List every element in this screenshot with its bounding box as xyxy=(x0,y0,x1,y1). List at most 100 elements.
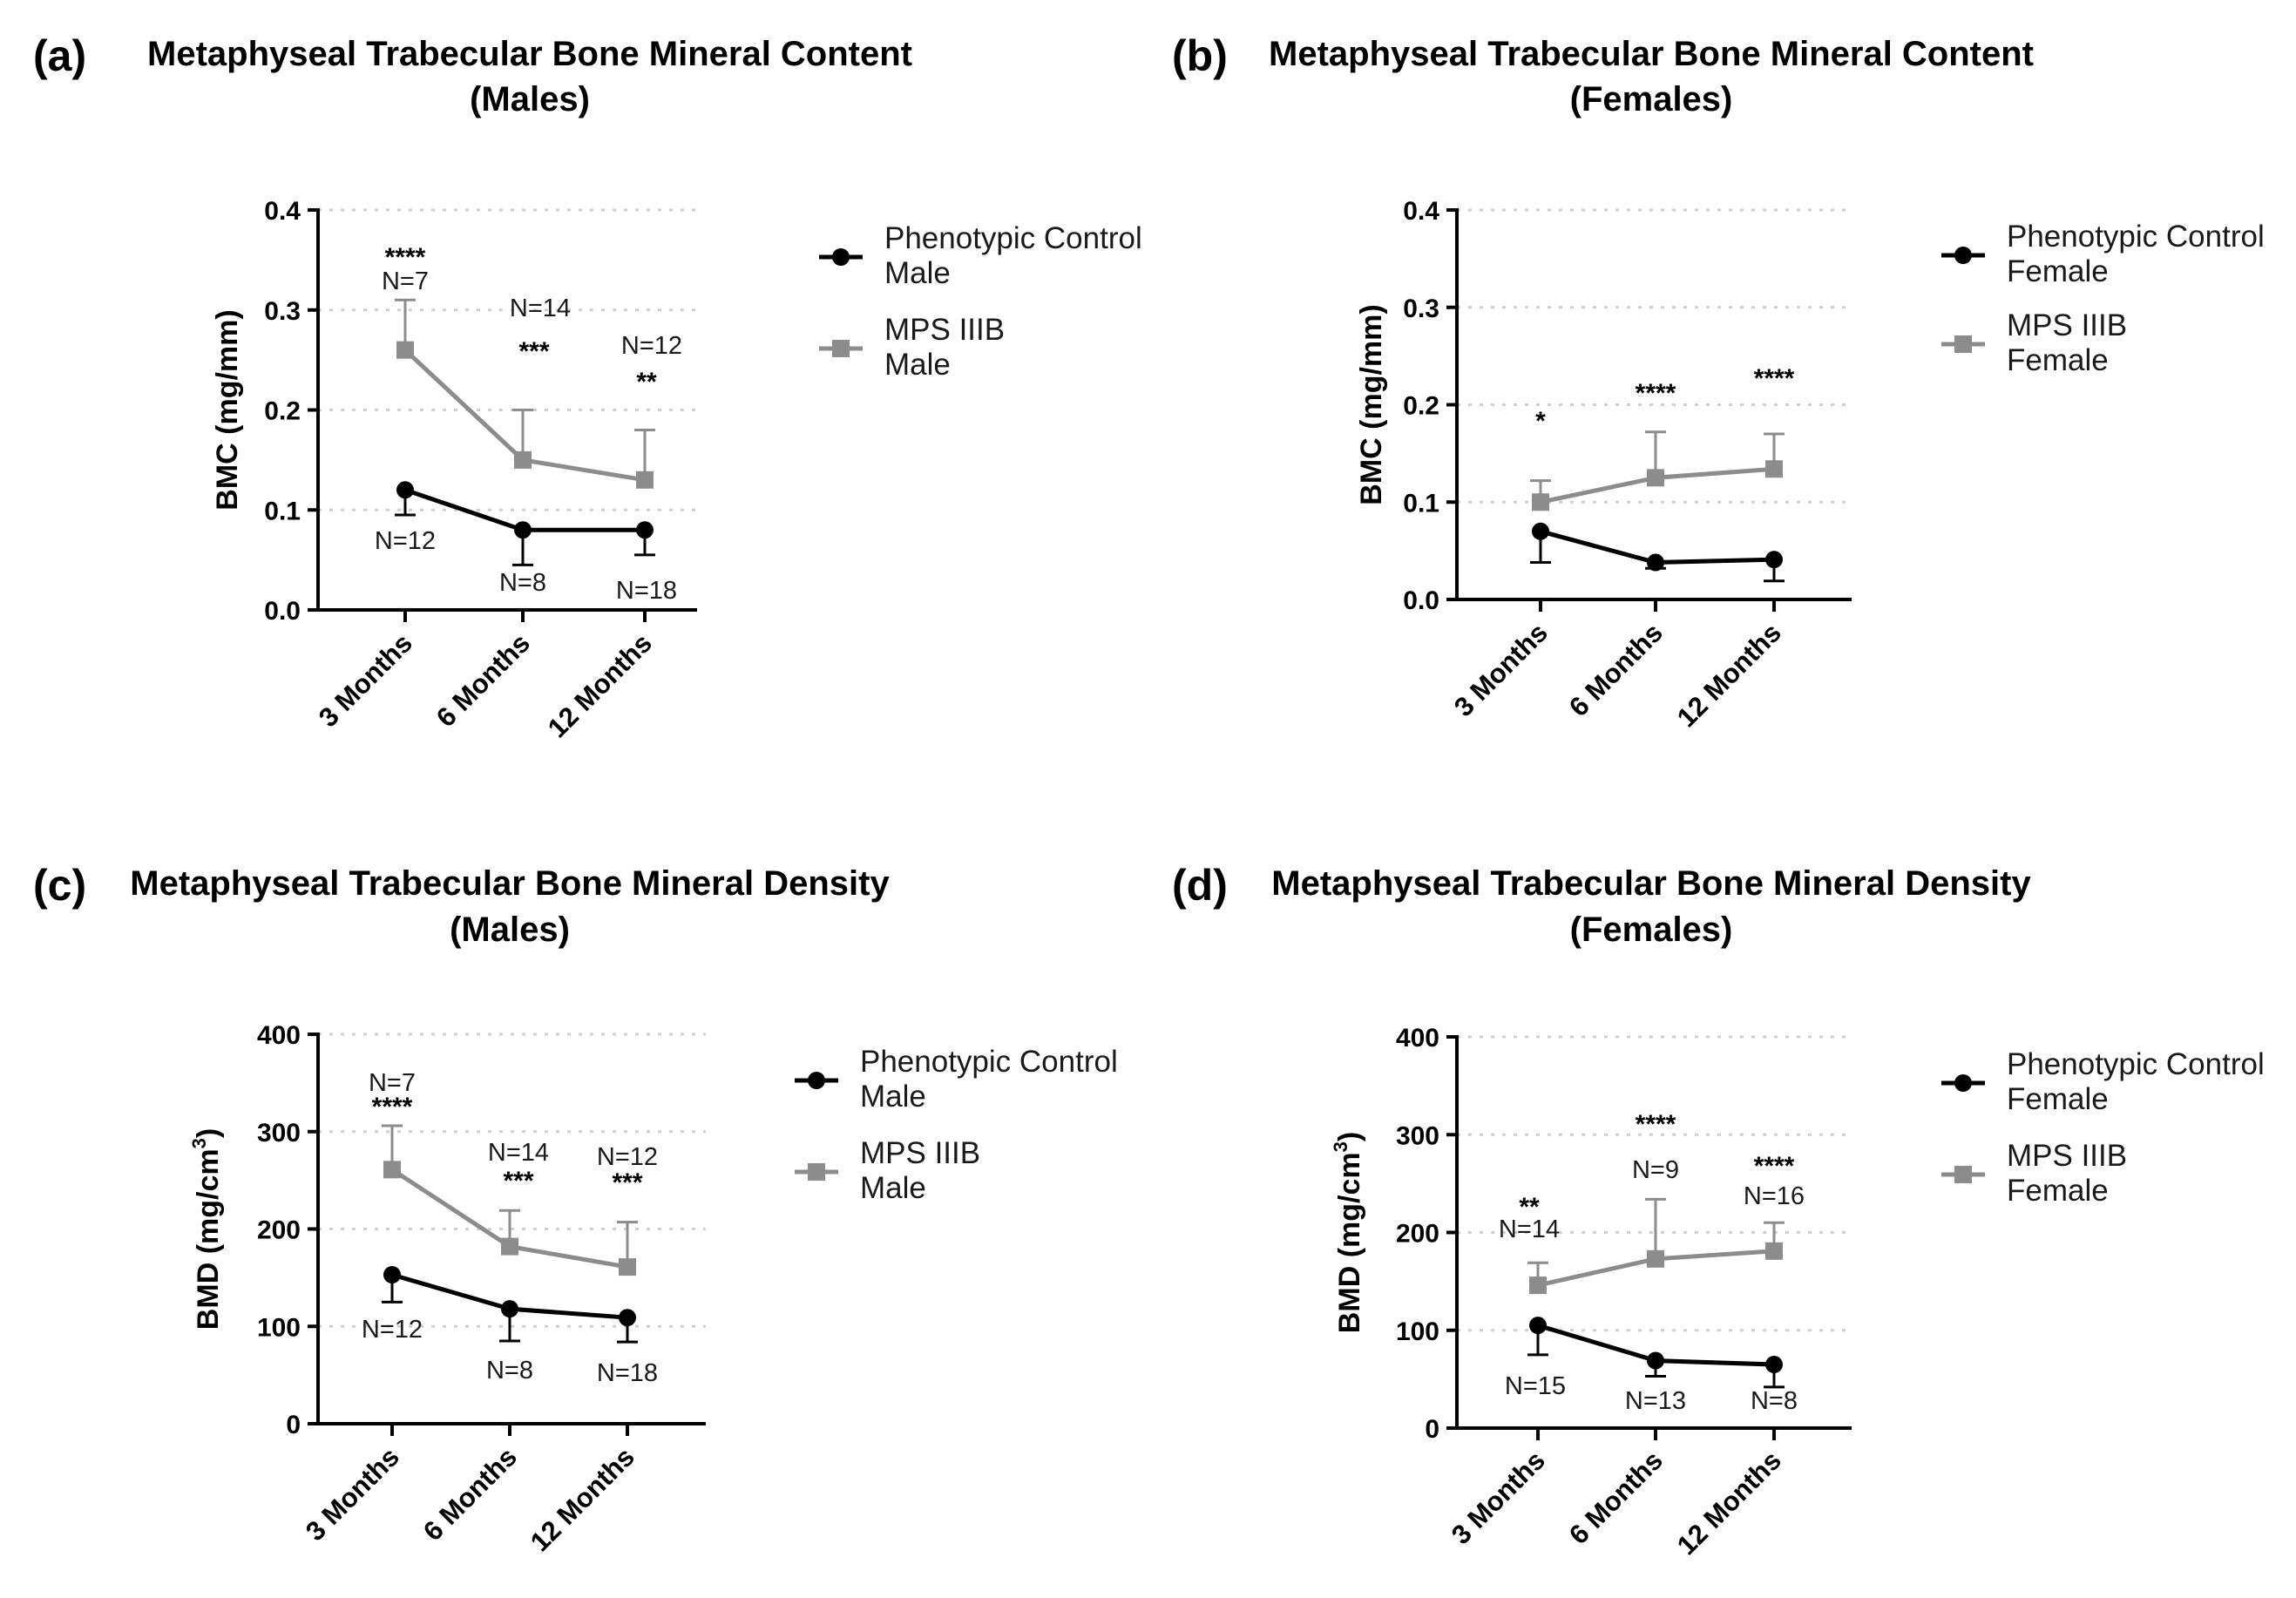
y-axis-label-text: BMD (mg/cm xyxy=(192,1148,225,1330)
data-point-square xyxy=(1647,1249,1664,1268)
y-tick-label: 300 xyxy=(257,1119,301,1148)
legend-label-sub: Male xyxy=(860,1171,926,1205)
y-tick-label: 0.4 xyxy=(264,197,301,226)
n-label-control: N=18 xyxy=(616,577,677,605)
y-axis-label-tail: ) xyxy=(192,1128,225,1138)
chart-subtitle: (Males) xyxy=(470,80,590,118)
n-label-mps: N=14 xyxy=(1499,1215,1560,1243)
data-point-circle xyxy=(1647,1351,1664,1370)
data-point-square xyxy=(1532,493,1549,511)
x-tick-label: 6 Months xyxy=(430,627,536,733)
significance-stars: **** xyxy=(1754,1152,1795,1181)
data-point-square xyxy=(619,1258,636,1276)
legend-marker xyxy=(808,1072,825,1089)
data-point-circle xyxy=(1765,551,1783,569)
data-point-circle xyxy=(501,1300,518,1318)
n-label-mps: N=16 xyxy=(1744,1182,1805,1210)
n-label-mps: N=9 xyxy=(1632,1156,1679,1184)
significance-stars: **** xyxy=(1636,379,1676,408)
data-point-square xyxy=(514,450,532,469)
y-axis-label-tail: ) xyxy=(1333,1132,1366,1141)
n-label-control: N=8 xyxy=(499,569,546,597)
y-tick-label: 0.0 xyxy=(264,597,301,626)
x-tick-label: 3 Months xyxy=(1448,617,1554,722)
x-tick-label: 12 Months xyxy=(542,627,658,743)
y-tick-label: 200 xyxy=(1396,1220,1439,1249)
y-tick-label: 0.1 xyxy=(1403,489,1439,518)
y-axis-label-text: BMC (mg/mm) xyxy=(211,309,244,510)
chart-title: Metaphyseal Trabecular Bone Mineral Cont… xyxy=(147,35,912,73)
n-label-control: N=15 xyxy=(1505,1372,1566,1400)
legend-label-sub: Female xyxy=(2007,254,2109,288)
panel-letter: (d) xyxy=(1172,861,1228,910)
legend-label: MPS IIIB xyxy=(860,1136,980,1170)
legend-label: MPS IIIB xyxy=(2007,308,2127,342)
x-tick-label: 12 Months xyxy=(525,1441,640,1557)
legend-label-sub: Female xyxy=(2007,343,2109,377)
y-axis-label-sup: 3 xyxy=(1330,1141,1351,1152)
x-tick-label: 3 Months xyxy=(1446,1445,1551,1550)
data-point-circle xyxy=(1765,1356,1783,1374)
legend-marker xyxy=(832,248,850,266)
data-point-square xyxy=(383,1161,401,1179)
x-tick-label: 3 Months xyxy=(300,1441,405,1547)
y-tick-label: 0 xyxy=(286,1411,301,1439)
n-label-mps: N=12 xyxy=(621,332,682,360)
legend-label: MPS IIIB xyxy=(2007,1139,2127,1173)
data-point-square xyxy=(501,1237,518,1256)
y-axis-label: BMC (mg/mm) xyxy=(1355,304,1388,504)
significance-stars: ** xyxy=(1519,1193,1540,1222)
data-point-circle xyxy=(636,521,654,539)
x-tick-label: 12 Months xyxy=(1671,617,1787,733)
legend-marker xyxy=(1954,247,1972,264)
y-axis-label: BMD (mg/cm3) xyxy=(188,1128,225,1330)
data-point-square xyxy=(1765,460,1783,478)
legend-label-sub: Male xyxy=(860,1080,926,1114)
significance-stars: **** xyxy=(385,243,426,272)
y-axis-label: BMD (mg/cm3) xyxy=(1330,1132,1366,1333)
chart-subtitle: (Females) xyxy=(1570,80,1733,118)
legend-label: Phenotypic Control xyxy=(860,1045,1118,1079)
data-point-square xyxy=(1529,1276,1547,1295)
legend-marker xyxy=(832,340,850,357)
data-point-circle xyxy=(1647,553,1664,572)
n-label-control: N=8 xyxy=(486,1357,533,1385)
legend-label-sub: Female xyxy=(2007,1082,2109,1116)
legend-marker xyxy=(808,1163,825,1181)
significance-stars: *** xyxy=(612,1168,642,1197)
significance-stars: **** xyxy=(1636,1110,1676,1139)
n-label-control: N=18 xyxy=(597,1359,658,1387)
n-label-control: N=12 xyxy=(375,527,436,555)
n-label-mps: N=14 xyxy=(510,295,571,322)
significance-stars: ** xyxy=(636,368,657,396)
y-tick-label: 400 xyxy=(1396,1024,1439,1053)
n-label-control: N=13 xyxy=(1625,1387,1686,1415)
data-point-square xyxy=(396,341,414,359)
y-tick-label: 100 xyxy=(1396,1317,1439,1346)
y-axis-label-text: BMD (mg/cm xyxy=(1333,1152,1366,1333)
panel-c: (c) Metaphyseal Trabecular Bone Mineral D… xyxy=(33,861,1118,1557)
y-tick-label: 400 xyxy=(257,1021,301,1050)
legend-label: Phenotypic Control xyxy=(2007,220,2265,254)
data-point-circle xyxy=(619,1309,636,1327)
data-point-square xyxy=(1765,1242,1783,1260)
x-tick-label: 6 Months xyxy=(1563,1445,1669,1550)
y-tick-label: 0 xyxy=(1425,1415,1439,1444)
y-tick-label: 0.2 xyxy=(1403,392,1439,421)
legend-label-sub: Male xyxy=(884,256,951,290)
y-tick-label: 200 xyxy=(257,1216,301,1245)
legend-label: Phenotypic Control xyxy=(884,221,1142,255)
legend-marker xyxy=(1954,1166,1972,1183)
panel-d: (d) Metaphyseal Trabecular Bone Mineral D… xyxy=(1172,861,2265,1561)
legend-label: MPS IIIB xyxy=(884,313,1005,347)
n-label-control: N=12 xyxy=(362,1316,423,1344)
n-label-mps: N=7 xyxy=(369,1069,416,1097)
x-tick-label: 6 Months xyxy=(1563,617,1669,722)
data-point-circle xyxy=(1529,1317,1547,1335)
y-axis-label-sup: 3 xyxy=(188,1138,210,1148)
y-tick-label: 0.0 xyxy=(1403,586,1439,615)
n-label-mps: N=14 xyxy=(488,1139,549,1167)
data-point-square xyxy=(1647,469,1664,487)
chart-subtitle: (Females) xyxy=(1570,911,1733,949)
